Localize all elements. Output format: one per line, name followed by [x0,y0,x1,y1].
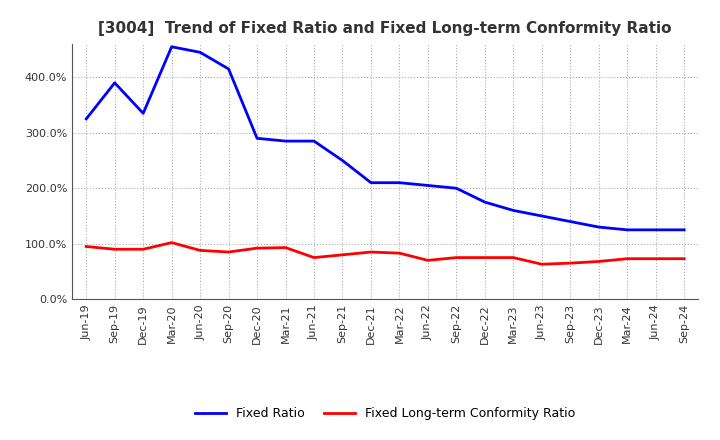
Fixed Ratio [680,227,688,232]
Fixed Long-term Conformity Ratio [338,252,347,257]
Legend: Fixed Ratio, Fixed Long-term Conformity Ratio: Fixed Ratio, Fixed Long-term Conformity … [190,403,580,425]
Fixed Long-term Conformity Ratio [139,247,148,252]
Fixed Long-term Conformity Ratio [82,244,91,249]
Fixed Ratio [537,213,546,219]
Fixed Ratio [139,111,148,116]
Fixed Ratio [282,139,290,144]
Fixed Long-term Conformity Ratio [310,255,318,260]
Fixed Ratio [480,199,489,205]
Fixed Long-term Conformity Ratio [480,255,489,260]
Fixed Long-term Conformity Ratio [509,255,518,260]
Fixed Long-term Conformity Ratio [366,249,375,255]
Fixed Long-term Conformity Ratio [395,250,404,256]
Fixed Ratio [196,50,204,55]
Fixed Long-term Conformity Ratio [423,258,432,263]
Fixed Ratio [452,186,461,191]
Fixed Ratio [423,183,432,188]
Fixed Long-term Conformity Ratio [110,247,119,252]
Fixed Ratio [167,44,176,49]
Fixed Long-term Conformity Ratio [225,249,233,255]
Fixed Ratio [366,180,375,185]
Line: Fixed Long-term Conformity Ratio: Fixed Long-term Conformity Ratio [86,242,684,264]
Fixed Ratio [82,116,91,121]
Fixed Long-term Conformity Ratio [452,255,461,260]
Fixed Long-term Conformity Ratio [282,245,290,250]
Fixed Long-term Conformity Ratio [253,246,261,251]
Fixed Long-term Conformity Ratio [566,260,575,266]
Fixed Ratio [595,224,603,230]
Fixed Ratio [310,139,318,144]
Fixed Ratio [395,180,404,185]
Fixed Ratio [253,136,261,141]
Title: [3004]  Trend of Fixed Ratio and Fixed Long-term Conformity Ratio: [3004] Trend of Fixed Ratio and Fixed Lo… [99,21,672,36]
Fixed Long-term Conformity Ratio [623,256,631,261]
Fixed Ratio [338,158,347,163]
Fixed Ratio [623,227,631,232]
Fixed Ratio [566,219,575,224]
Fixed Ratio [509,208,518,213]
Fixed Long-term Conformity Ratio [167,240,176,245]
Fixed Ratio [110,80,119,85]
Fixed Long-term Conformity Ratio [595,259,603,264]
Fixed Ratio [652,227,660,232]
Fixed Long-term Conformity Ratio [652,256,660,261]
Fixed Long-term Conformity Ratio [680,256,688,261]
Fixed Long-term Conformity Ratio [196,248,204,253]
Fixed Ratio [225,66,233,72]
Line: Fixed Ratio: Fixed Ratio [86,47,684,230]
Fixed Long-term Conformity Ratio [537,262,546,267]
